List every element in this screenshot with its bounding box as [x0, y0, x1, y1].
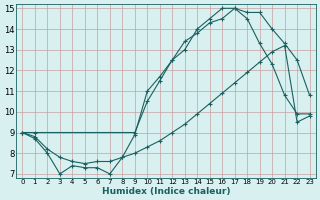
X-axis label: Humidex (Indice chaleur): Humidex (Indice chaleur) — [102, 187, 230, 196]
